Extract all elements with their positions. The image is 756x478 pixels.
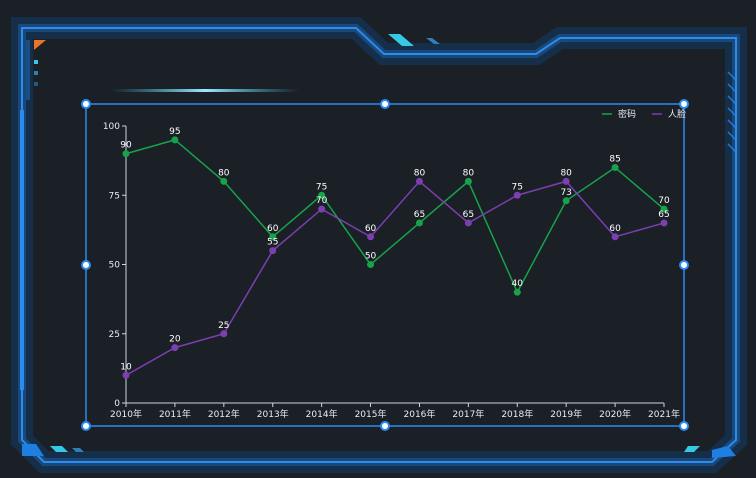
resize-handle bbox=[380, 99, 390, 109]
y-tick-label: 100 bbox=[103, 122, 120, 132]
data-point[interactable] bbox=[513, 288, 521, 296]
data-label: 10 bbox=[120, 362, 132, 372]
data-label: 70 bbox=[658, 196, 670, 206]
data-label: 80 bbox=[560, 168, 572, 178]
y-tick-label: 50 bbox=[109, 261, 121, 271]
data-label: 80 bbox=[218, 168, 230, 178]
data-label: 65 bbox=[658, 210, 669, 220]
chart-lines bbox=[122, 136, 668, 379]
data-label: 80 bbox=[414, 168, 426, 178]
data-label: 80 bbox=[463, 168, 475, 178]
data-point[interactable] bbox=[269, 247, 277, 255]
x-tick-label: 2019年 bbox=[550, 408, 582, 420]
data-label: 90 bbox=[120, 141, 132, 151]
x-tick-label: 2011年 bbox=[159, 408, 191, 420]
data-label: 60 bbox=[267, 224, 279, 234]
resize-handle bbox=[679, 260, 689, 270]
x-tick-label: 2015年 bbox=[355, 408, 387, 420]
data-point[interactable] bbox=[122, 150, 130, 158]
data-point[interactable] bbox=[513, 191, 521, 199]
data-label: 75 bbox=[316, 182, 327, 192]
x-tick-label: 2018年 bbox=[501, 408, 533, 420]
data-label: 65 bbox=[463, 210, 474, 220]
data-point[interactable] bbox=[367, 233, 375, 241]
x-tick-label: 2021年 bbox=[648, 408, 680, 420]
y-tick-label: 0 bbox=[114, 399, 120, 409]
resize-handle bbox=[81, 260, 91, 270]
data-point[interactable] bbox=[171, 344, 179, 352]
data-label: 40 bbox=[512, 279, 524, 289]
data-point[interactable] bbox=[611, 164, 619, 172]
x-tick-label: 2017年 bbox=[452, 408, 484, 420]
data-point[interactable] bbox=[220, 177, 228, 185]
data-point[interactable] bbox=[464, 219, 472, 227]
data-point[interactable] bbox=[660, 205, 668, 213]
data-label: 65 bbox=[414, 210, 425, 220]
x-tick-label: 2013年 bbox=[257, 408, 289, 420]
resize-handle bbox=[380, 421, 390, 431]
chart-data-labels: 90 95 80 60 75 50 65 80 40 73 85 70 10 20 25 55 70 60 80 65… bbox=[120, 127, 670, 372]
data-point[interactable] bbox=[318, 205, 326, 213]
chart-axes: 0 25 50 75 100 2010年 2011年 2012年 2013年 2014年 2015年… bbox=[103, 122, 680, 420]
data-point[interactable] bbox=[415, 219, 423, 227]
resize-handle bbox=[679, 421, 689, 431]
data-point[interactable] bbox=[367, 261, 375, 268]
x-tick-label: 2014年 bbox=[306, 408, 338, 420]
data-label: 85 bbox=[609, 155, 620, 165]
resize-handle bbox=[81, 421, 91, 431]
data-point[interactable] bbox=[562, 177, 570, 185]
data-point[interactable] bbox=[415, 177, 423, 185]
data-point[interactable] bbox=[562, 197, 570, 205]
data-point[interactable] bbox=[318, 191, 326, 199]
data-label: 73 bbox=[560, 188, 571, 198]
data-point[interactable] bbox=[269, 233, 277, 241]
data-point[interactable] bbox=[464, 177, 472, 185]
data-label: 95 bbox=[169, 127, 180, 137]
x-tick-label: 2010年 bbox=[110, 408, 142, 420]
x-tick-label: 2012年 bbox=[208, 408, 240, 420]
resize-handle bbox=[679, 99, 689, 109]
data-label: 70 bbox=[316, 196, 328, 206]
y-tick-label: 75 bbox=[109, 191, 120, 201]
data-point[interactable] bbox=[220, 330, 228, 338]
data-point[interactable] bbox=[660, 219, 668, 227]
legend-label: 密码 bbox=[618, 108, 636, 120]
data-label: 75 bbox=[512, 182, 523, 192]
legend-item-0[interactable]: 密码 bbox=[602, 108, 636, 120]
resize-handle bbox=[81, 99, 91, 109]
series-line-1 bbox=[125, 180, 665, 376]
data-label: 50 bbox=[365, 252, 377, 262]
data-label: 20 bbox=[169, 335, 181, 345]
x-tick-label: 2016年 bbox=[404, 408, 436, 420]
x-tick-label: 2020年 bbox=[599, 408, 631, 420]
y-tick-label: 25 bbox=[109, 330, 120, 340]
data-label: 60 bbox=[609, 224, 621, 234]
data-point[interactable] bbox=[122, 371, 130, 379]
corner-orange-marker bbox=[34, 40, 46, 50]
data-point[interactable] bbox=[611, 233, 619, 241]
data-label: 55 bbox=[267, 238, 278, 248]
legend-label: 人脸 bbox=[668, 108, 686, 120]
data-label: 25 bbox=[218, 321, 229, 331]
series-line-0 bbox=[125, 139, 665, 294]
chart-legend[interactable]: 密码 人脸 bbox=[602, 108, 686, 120]
data-label: 60 bbox=[365, 224, 377, 234]
data-point[interactable] bbox=[171, 136, 179, 144]
legend-item-1[interactable]: 人脸 bbox=[652, 108, 686, 120]
